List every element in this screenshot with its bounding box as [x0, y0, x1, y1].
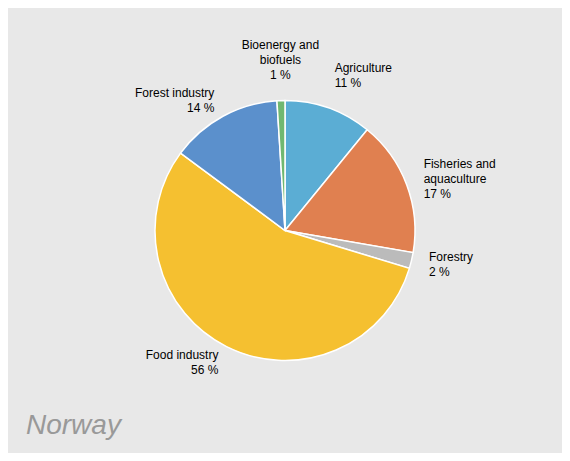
svg-text:Bioenergy andbiofuels1 %: Bioenergy andbiofuels1 % — [242, 38, 319, 82]
svg-text:Forestry2 %: Forestry2 % — [429, 250, 473, 279]
svg-text:Forest industry14 %: Forest industry14 % — [135, 86, 215, 115]
html-text:Norway: Norway — [26, 409, 121, 440]
svg-text:Fisheries andaquaculture17 %: Fisheries andaquaculture17 % — [424, 157, 496, 201]
svg-text:Food industry56 %: Food industry56 % — [146, 348, 219, 377]
svg-text:Agriculture11 %: Agriculture11 % — [335, 61, 393, 90]
